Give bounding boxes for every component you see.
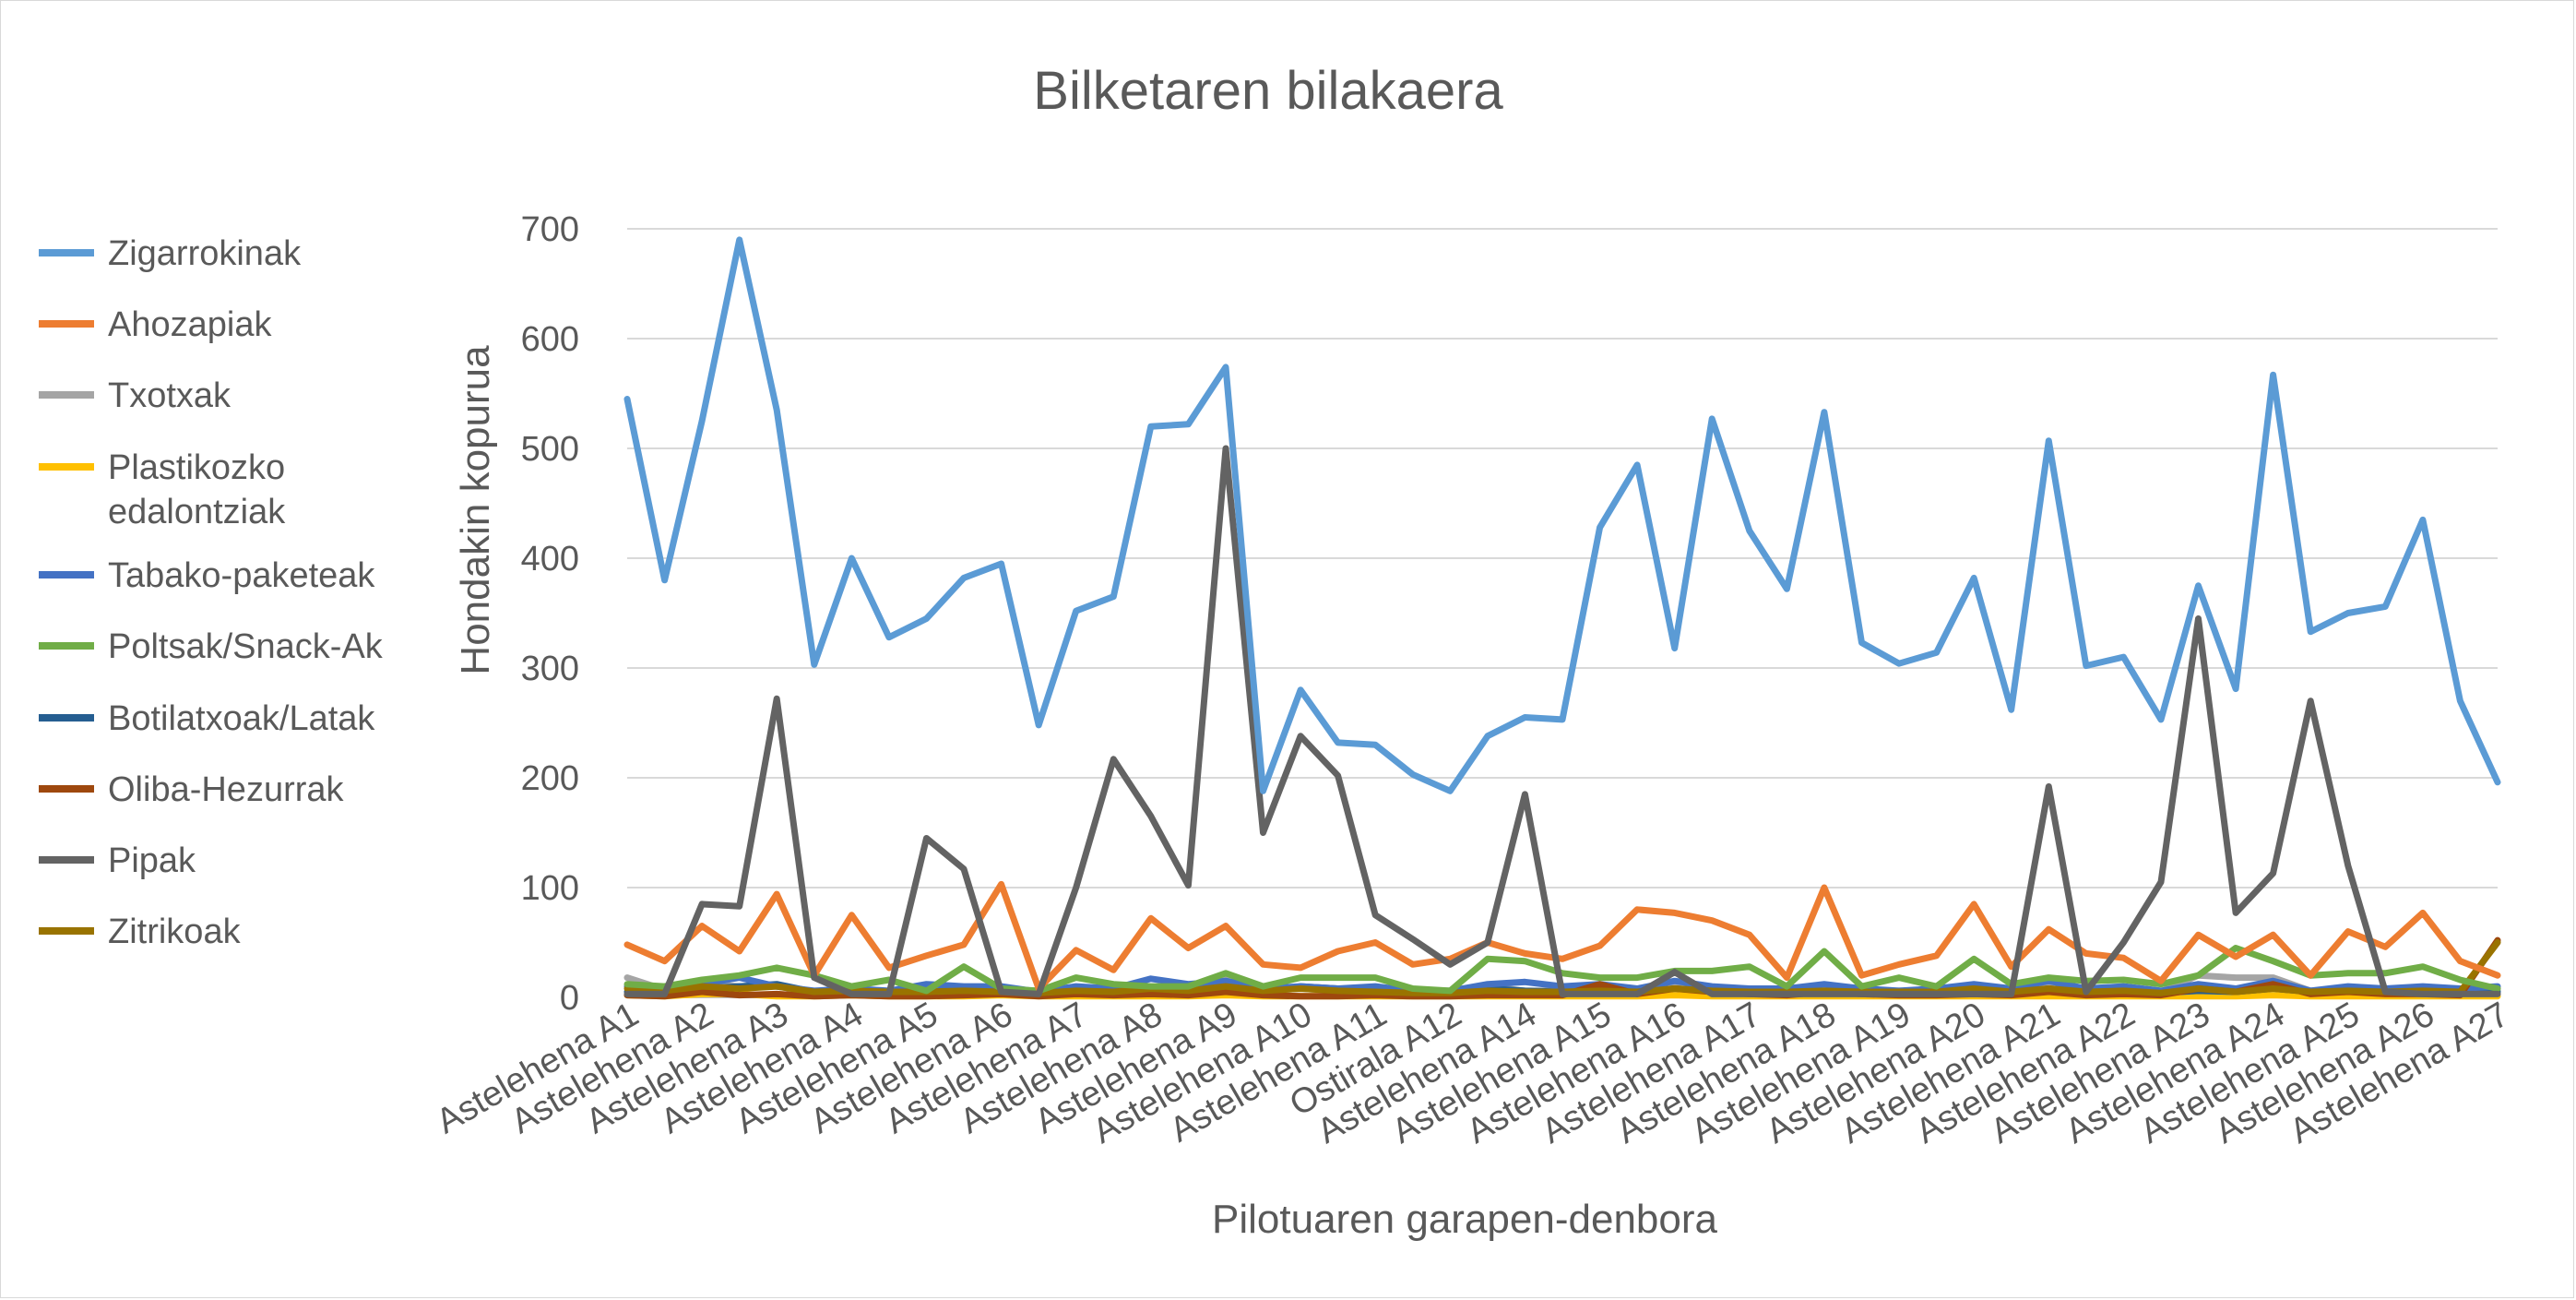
series-lines — [623, 236, 2501, 1000]
y-tick-label: 200 — [521, 759, 579, 798]
legend: Zigarrokinak Ahozapiak Txotxak Plastikozko e… — [39, 234, 384, 951]
series-line-0 — [623, 236, 2501, 794]
legend-label: Plastikozko edalontziak — [108, 448, 286, 531]
legend-label: Zigarrokinak — [108, 234, 302, 273]
legend-label: Ahozapiak — [108, 305, 272, 344]
legend-label: Poltsak/Snack-Ak — [108, 627, 384, 666]
y-tick-label: 600 — [521, 320, 579, 359]
legend-label: Botilatxoak/Latak — [108, 699, 375, 738]
gridlines — [627, 228, 2498, 998]
legend-label: Zitrikoak — [108, 912, 242, 951]
y-tick-label: 700 — [521, 210, 579, 249]
series-line-5 — [623, 945, 2501, 995]
legend-label: Oliba-Hezurrak — [108, 770, 345, 809]
legend-label: Tabako-paketeak — [108, 556, 375, 595]
y-axis-ticks: 0 100 200 300 400 500 600 700 — [521, 210, 579, 1018]
x-axis-title: Pilotuaren garapen-denbora — [1212, 1197, 1717, 1242]
y-tick-label: 500 — [521, 430, 579, 469]
series-line-1 — [623, 880, 2501, 992]
legend-label: Txotxak — [108, 376, 231, 415]
y-tick-label: 400 — [521, 540, 579, 578]
y-tick-label: 100 — [521, 869, 579, 908]
legend-label: Pipak — [108, 841, 196, 880]
chart-title: Bilketaren bilakaera — [1033, 61, 1503, 121]
y-axis-title: Hondakin kopurua — [453, 345, 498, 675]
y-tick-label: 0 — [560, 979, 579, 1018]
y-tick-label: 300 — [521, 650, 579, 688]
series-line-8 — [623, 445, 2501, 997]
